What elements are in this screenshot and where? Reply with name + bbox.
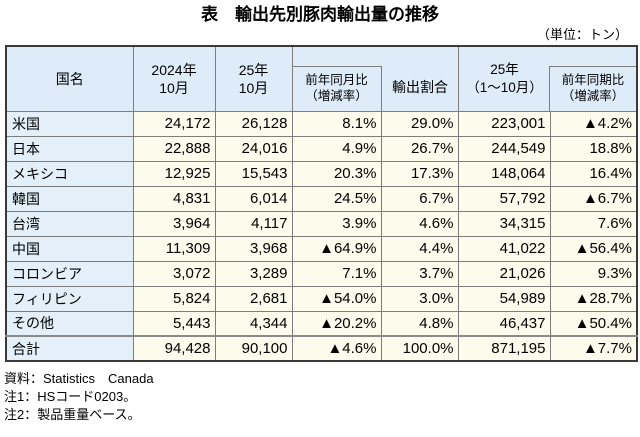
- cell-yoy: 20.3%: [291, 160, 382, 187]
- header-country: 国名: [5, 45, 134, 112]
- cell-oct2024: 22,888: [132, 135, 216, 162]
- source-note: 資料：Statistics Canada: [4, 371, 154, 386]
- cell-country: 中国: [5, 235, 134, 262]
- cell-oct2024: 3,072: [132, 260, 216, 287]
- table-row-japan: 日本 22,888 24,016 4.9% 26.7% 244,549 18.8…: [5, 135, 638, 162]
- table-row-korea: 韓国 4,831 6,014 24.5% 6.7% 57,792 ▲6.7%: [5, 185, 638, 212]
- header-jan-oct: 25年 （1～10月）: [466, 62, 543, 95]
- table-row-usa: 米国 24,172 26,128 8.1% 29.0% 223,001 ▲4.2…: [5, 110, 638, 137]
- cell-oct2025: 24,016: [214, 135, 293, 162]
- cell-oct2024: 12,925: [132, 160, 216, 187]
- cell-yoy-cum: 18.8%: [549, 135, 638, 162]
- cell-country: 米国: [5, 110, 134, 137]
- cell-oct2024: 5,824: [132, 285, 216, 312]
- cell-country: 合計: [5, 335, 134, 362]
- cell-yoy: 24.5%: [291, 185, 382, 212]
- cell-share: 6.7%: [380, 185, 459, 212]
- header-oct2024: 2024年 10月: [132, 45, 216, 112]
- cell-yoy-cum: ▲28.7%: [549, 285, 638, 312]
- cell-oct2025: 6,014: [214, 185, 293, 212]
- table-row-taiwan: 台湾 3,964 4,117 3.9% 4.6% 34,315 7.6%: [5, 210, 638, 237]
- cell-oct2024: 11,309: [132, 235, 216, 262]
- cell-oct2025: 4,117: [214, 210, 293, 237]
- header-export-share: 輸出割合: [392, 79, 448, 96]
- header-merged-cumulative: 25年 （1～10月） 前年同期比 （増減率）: [457, 45, 638, 112]
- cell-yoy-cum: ▲50.4%: [549, 310, 638, 337]
- cell-jan-oct: 34,315: [457, 210, 551, 237]
- cell-oct2025: 3,289: [214, 260, 293, 287]
- cell-jan-oct: 148,064: [457, 160, 551, 187]
- footnotes: 資料：Statistics Canada 注1：HSコード0203。 注2：製品…: [4, 370, 640, 424]
- table-row-china: 中国 11,309 3,968 ▲64.9% 4.4% 41,022 ▲56.4…: [5, 235, 638, 262]
- page-title: 表 輸出先別豚肉輸出量の推移: [201, 5, 439, 24]
- cell-jan-oct: 54,989: [457, 285, 551, 312]
- table-row-philippines: フィリピン 5,824 2,681 ▲54.0% 3.0% 54,989 ▲28…: [5, 285, 638, 312]
- cell-jan-oct: 41,022: [457, 235, 551, 262]
- cell-share: 4.8%: [380, 310, 459, 337]
- cell-country: 日本: [5, 135, 134, 162]
- header-yoy-cumulative: 前年同期比 （増減率）: [549, 65, 636, 110]
- cell-country: メキシコ: [5, 160, 134, 187]
- cell-oct2025: 90,100: [214, 335, 293, 362]
- cell-yoy-cum: 7.6%: [549, 210, 638, 237]
- cell-yoy-cum: 9.3%: [549, 260, 638, 287]
- cell-country: 台湾: [5, 210, 134, 237]
- cell-country: フィリピン: [5, 285, 134, 312]
- cell-yoy-cum: ▲4.2%: [549, 110, 638, 137]
- table-row-others: その他 5,443 4,344 ▲20.2% 4.8% 46,437 ▲50.4…: [5, 310, 638, 337]
- table-row-mexico: メキシコ 12,925 15,543 20.3% 17.3% 148,064 1…: [5, 160, 638, 187]
- cell-yoy-cum: ▲56.4%: [549, 235, 638, 262]
- cell-share: 17.3%: [380, 160, 459, 187]
- cell-yoy: ▲54.0%: [291, 285, 382, 312]
- cell-country: コロンビア: [5, 260, 134, 287]
- cell-share: 29.0%: [380, 110, 459, 137]
- cell-yoy-cum: 16.4%: [549, 160, 638, 187]
- cell-share: 3.7%: [380, 260, 459, 287]
- cell-oct2025: 15,543: [214, 160, 293, 187]
- cell-oct2025: 4,344: [214, 310, 293, 337]
- cell-oct2025: 3,968: [214, 235, 293, 262]
- header-row: 国名 2024年 10月 25年 10月 前年同月比 （増減率） 輸出割合 25…: [5, 45, 638, 112]
- table-row-colombia: コロンビア 3,072 3,289 7.1% 3.7% 21,026 9.3%: [5, 260, 638, 287]
- cell-share: 26.7%: [380, 135, 459, 162]
- cell-share: 3.0%: [380, 285, 459, 312]
- cell-oct2024: 3,964: [132, 210, 216, 237]
- cell-jan-oct: 46,437: [457, 310, 551, 337]
- cell-share: 100.0%: [380, 335, 459, 362]
- note-1: 注1：HSコード0203。: [4, 389, 137, 404]
- header-merged-yoy-share: 前年同月比 （増減率） 輸出割合: [291, 45, 459, 112]
- cell-oct2024: 5,443: [132, 310, 216, 337]
- header-oct2025: 25年 10月: [214, 45, 293, 112]
- cell-yoy: ▲4.6%: [291, 335, 382, 362]
- cell-oct2024: 4,831: [132, 185, 216, 212]
- cell-yoy: 4.9%: [291, 135, 382, 162]
- cell-yoy-cum: ▲6.7%: [549, 185, 638, 212]
- note-2: 注2：製品重量ベース。: [4, 407, 141, 422]
- cell-oct2024: 24,172: [132, 110, 216, 137]
- cell-jan-oct: 57,792: [457, 185, 551, 212]
- cell-yoy: ▲64.9%: [291, 235, 382, 262]
- cell-jan-oct: 871,195: [457, 335, 551, 362]
- cell-jan-oct: 244,549: [457, 135, 551, 162]
- header-yoy-month: 前年同月比 （増減率）: [293, 65, 382, 110]
- table-row-total: 合計 94,428 90,100 ▲4.6% 100.0% 871,195 ▲7…: [5, 335, 638, 362]
- cell-yoy: ▲20.2%: [291, 310, 382, 337]
- cell-oct2025: 26,128: [214, 110, 293, 137]
- cell-jan-oct: 21,026: [457, 260, 551, 287]
- export-table: 国名 2024年 10月 25年 10月 前年同月比 （増減率） 輸出割合 25…: [5, 45, 638, 362]
- cell-yoy: 3.9%: [291, 210, 382, 237]
- cell-share: 4.6%: [380, 210, 459, 237]
- cell-oct2024: 94,428: [132, 335, 216, 362]
- cell-country: 韓国: [5, 185, 134, 212]
- cell-yoy-cum: ▲7.7%: [549, 335, 638, 362]
- cell-yoy: 7.1%: [291, 260, 382, 287]
- unit-note: （単位：トン）: [536, 27, 628, 42]
- cell-jan-oct: 223,001: [457, 110, 551, 137]
- cell-yoy: 8.1%: [291, 110, 382, 137]
- cell-share: 4.4%: [380, 235, 459, 262]
- cell-oct2025: 2,681: [214, 285, 293, 312]
- cell-country: その他: [5, 310, 134, 337]
